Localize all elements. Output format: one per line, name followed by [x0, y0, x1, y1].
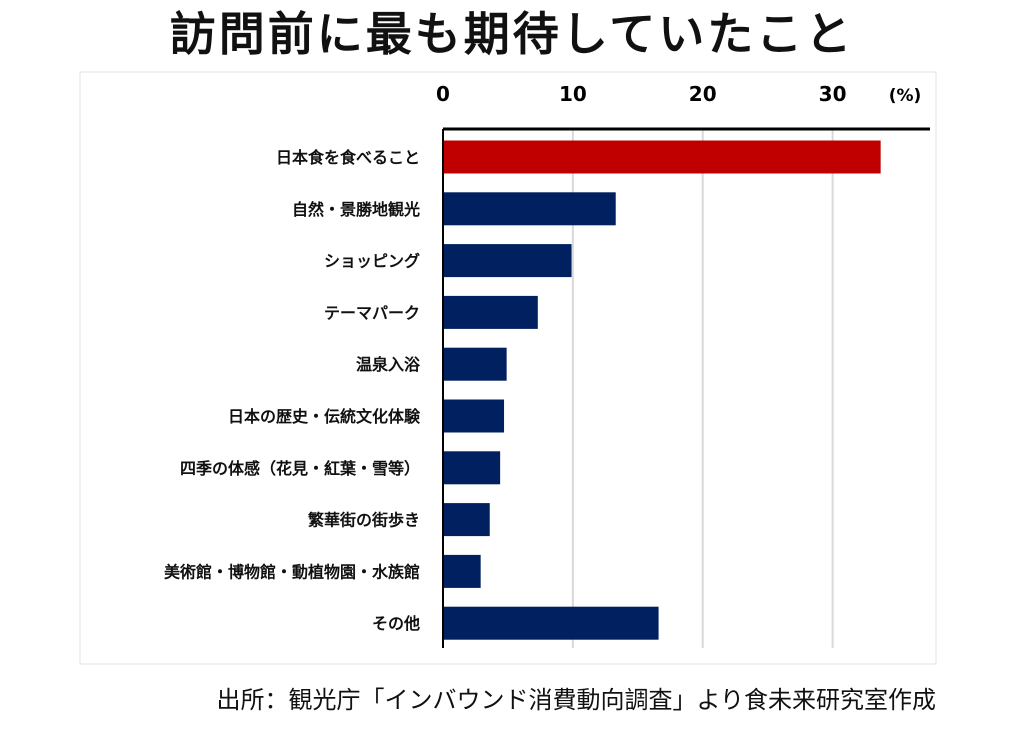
category-label-8: 美術館・博物館・動植物園・水族館	[164, 562, 420, 581]
source-note: 出所：観光庁「インバウンド消費動向調査」より食未来研究室作成	[216, 686, 936, 714]
bar-2	[443, 244, 572, 278]
category-label-7: 繁華街の街歩き	[307, 511, 420, 530]
bar-5	[443, 399, 505, 433]
category-label-0: 日本食を食べること	[276, 148, 420, 167]
bar-6	[443, 451, 501, 485]
category-label-9: その他	[372, 614, 420, 633]
bar-7	[443, 503, 490, 537]
category-label-3: テーマパーク	[324, 303, 420, 322]
bar-0	[443, 140, 881, 174]
x-tick-label-10: 10	[559, 82, 587, 106]
unit-label: (%)	[889, 86, 922, 106]
axes: 0 10 20 30 (%)	[436, 82, 930, 648]
bar-8	[443, 554, 481, 588]
x-tick-label-30: 30	[819, 82, 847, 106]
bar-1	[443, 192, 616, 226]
category-label-1: 自然・景勝地観光	[292, 200, 420, 219]
category-label-6: 四季の体感（花見・紅葉・雪等）	[180, 459, 420, 478]
category-labels: 日本食を食べること自然・景勝地観光ショッピングテーマパーク温泉入浴日本の歴史・伝…	[164, 148, 421, 633]
x-tick-label-20: 20	[689, 82, 717, 106]
category-label-4: 温泉入浴	[355, 355, 421, 374]
bar-4	[443, 347, 507, 381]
chart-title: 訪問前に最も期待していたこと	[169, 7, 855, 61]
bar-9	[443, 606, 659, 640]
bar-3	[443, 295, 538, 329]
plot-frame	[79, 71, 937, 665]
x-tick-label-0: 0	[436, 82, 450, 106]
category-label-2: ショッピング	[324, 252, 420, 271]
bars	[443, 140, 881, 640]
category-label-5: 日本の歴史・伝統文化体験	[228, 407, 421, 426]
